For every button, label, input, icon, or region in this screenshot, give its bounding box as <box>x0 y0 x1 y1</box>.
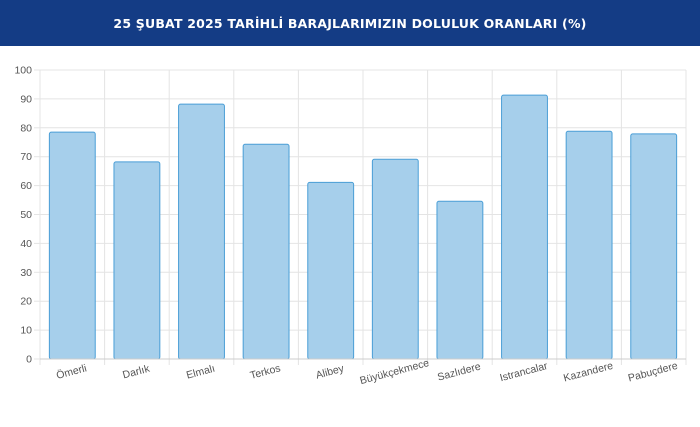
x-tick-label: Kazandere <box>562 360 614 385</box>
bar-kazandere <box>565 130 613 360</box>
x-tick-label: Alibey <box>315 362 346 381</box>
x-tick-label: Istrancalar <box>498 360 549 384</box>
y-tick-label: 70 <box>20 151 32 163</box>
bar-istrancalar <box>501 94 548 360</box>
bar-elmalı <box>178 103 225 360</box>
chart-title-banner: 25 ŞUBAT 2025 TARİHLİ BARAJLARIMIZIN DOL… <box>0 0 700 46</box>
bar-sazlıdere <box>436 200 484 360</box>
bar-ömerli <box>48 131 96 360</box>
y-tick-label: 80 <box>20 122 32 134</box>
bar-büyükçekmece <box>371 158 419 360</box>
x-tick-label: Terkos <box>249 362 282 382</box>
x-tick-label: Darlık <box>121 363 151 382</box>
bar-darlık <box>113 161 161 360</box>
x-tick-label: Pabuçdere <box>627 360 679 385</box>
y-tick-label: 20 <box>20 296 32 308</box>
y-tick-label: 10 <box>20 325 32 337</box>
x-tick-label: Ömerli <box>55 362 88 382</box>
x-tick-label: Elmalı <box>185 363 216 382</box>
x-tick-label: Büyükçekmece <box>359 357 431 387</box>
y-tick-label: 60 <box>20 180 32 192</box>
bar-chart: 0 10 20 30 40 50 60 70 80 90 100 Ömerli Darlık Elmalı… <box>14 65 687 387</box>
chart-title: 25 ŞUBAT 2025 TARİHLİ BARAJLARIMIZIN DOL… <box>113 15 587 31</box>
x-tick-label: Sazlıdere <box>436 361 482 384</box>
bar-terkos <box>242 143 290 360</box>
y-tick-label: 90 <box>20 93 32 105</box>
y-tick-label: 0 <box>26 354 32 366</box>
y-tick-label: 40 <box>20 238 32 250</box>
y-tick-label: 30 <box>20 267 32 279</box>
y-tick-label: 100 <box>14 65 32 77</box>
y-tick-label: 50 <box>20 209 32 221</box>
bar-alibey <box>307 181 355 360</box>
bar-pabuçdere <box>630 133 678 360</box>
